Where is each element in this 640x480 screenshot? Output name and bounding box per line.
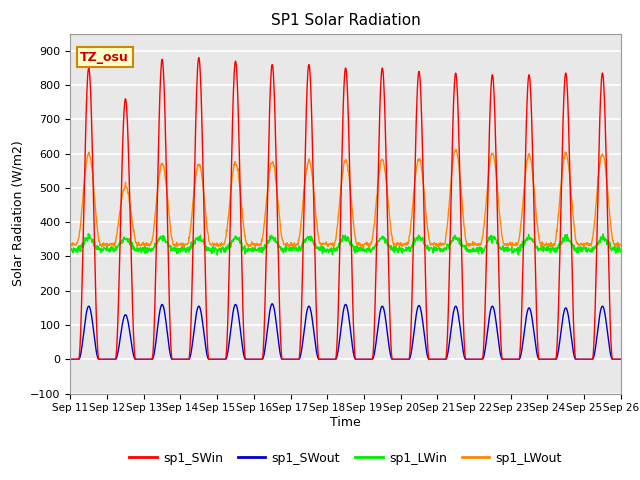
Legend: sp1_SWin, sp1_SWout, sp1_LWin, sp1_LWout: sp1_SWin, sp1_SWout, sp1_LWin, sp1_LWout — [124, 447, 567, 469]
Y-axis label: Solar Radiation (W/m2): Solar Radiation (W/m2) — [12, 141, 25, 287]
X-axis label: Time: Time — [330, 416, 361, 429]
Title: SP1 Solar Radiation: SP1 Solar Radiation — [271, 13, 420, 28]
Text: TZ_osu: TZ_osu — [80, 50, 129, 63]
